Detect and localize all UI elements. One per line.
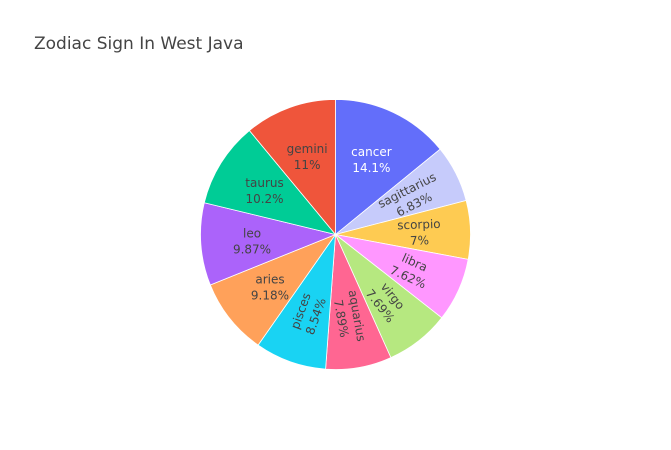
slice-name-label: scorpio: [397, 217, 441, 232]
pie-slice-taurus[interactable]: [203, 129, 337, 236]
pie-label-aries: aries 9.18%: [251, 273, 289, 303]
slice-percent-label: 7.89%: [331, 299, 351, 339]
slice-name-label: cancer: [351, 145, 392, 159]
pie-label-gemini: gemini 11%: [287, 142, 328, 172]
pie-slice-gemini[interactable]: [248, 99, 336, 236]
pie-label-cancer: cancer 14.1%: [351, 145, 392, 175]
pie-slice-aries[interactable]: [209, 233, 337, 346]
slice-percent-label: 7%: [410, 233, 430, 248]
slice-name-label: aries: [255, 273, 284, 287]
pie-slice-leo[interactable]: [200, 202, 337, 286]
slice-name-label: gemini: [287, 142, 328, 156]
slice-percent-label: 9.18%: [251, 289, 289, 303]
slice-name-label: taurus: [245, 176, 283, 190]
pie-label-leo: leo 9.87%: [233, 227, 271, 257]
slice-percent-label: 11%: [294, 158, 321, 172]
slice-name-label: leo: [243, 227, 261, 241]
chart-title: Zodiac Sign In West Java: [34, 34, 244, 54]
pie-label-taurus: taurus 10.2%: [245, 176, 283, 206]
pie-slice-cancer[interactable]: [335, 99, 441, 236]
slice-percent-label: 9.87%: [233, 243, 271, 257]
slice-percent-label: 14.1%: [352, 161, 390, 175]
slice-percent-label: 10.2%: [245, 192, 283, 206]
